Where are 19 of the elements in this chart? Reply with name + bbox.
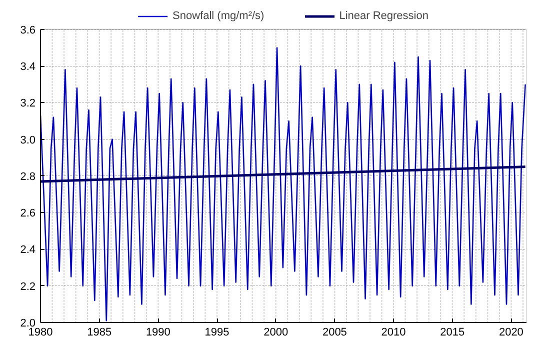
x-tick-label: 2020: [498, 326, 524, 338]
y-tick-label: 3.6: [20, 24, 36, 36]
y-tick-label: 3.0: [20, 134, 36, 146]
legend-label: Snowfall (mg/m²/s): [172, 10, 264, 22]
x-tick-label: 1995: [204, 326, 230, 338]
y-tick-label: 3.2: [20, 98, 36, 110]
y-tick-label: 3.4: [20, 61, 36, 74]
x-tick-label: 1980: [28, 326, 53, 338]
x-tick-label: 1990: [146, 326, 170, 338]
y-tick-label: 2.8: [20, 170, 36, 183]
x-tick-label: 2005: [322, 326, 347, 338]
y-tick-label: 2.2: [20, 280, 36, 293]
x-tick-label: 2000: [264, 326, 288, 338]
x-tick-label: 2015: [440, 326, 465, 338]
legend-label: Linear Regression: [339, 10, 428, 22]
x-tick-label: 2010: [381, 326, 406, 338]
x-tick-label: 1985: [87, 326, 112, 338]
y-tick-label: 2.4: [20, 244, 36, 256]
y-tick-label: 2.6: [20, 208, 36, 220]
